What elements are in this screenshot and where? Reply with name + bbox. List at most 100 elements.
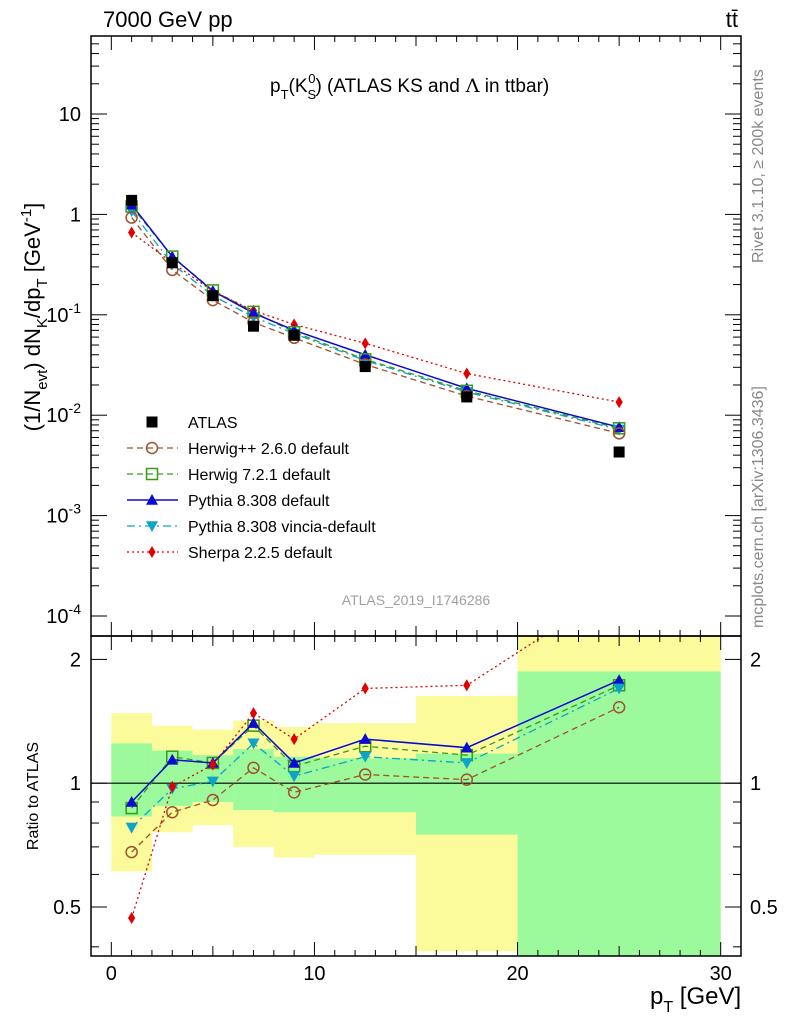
ratio-point-pythia-8-308-vincia-default bbox=[359, 751, 372, 763]
ratio-point-herwig-2-6-0-default bbox=[358, 768, 372, 781]
ratio-point-pythia-8-308-vincia-default bbox=[460, 758, 473, 769]
ratio-y-tick-label: 1 bbox=[70, 773, 81, 795]
y-tick-label: 1 bbox=[70, 204, 81, 226]
ratio-y-tick-label: 2 bbox=[70, 649, 81, 671]
main-y-axis-label: (1/Nevt) dNK/dpT [GeV-1] bbox=[18, 203, 51, 432]
ratio-y-tick-label: 0.5 bbox=[53, 897, 81, 919]
y-tick-label: 10-4 bbox=[46, 601, 81, 628]
legend-marker bbox=[146, 416, 158, 428]
ratio-line-pythia-8-308-default bbox=[131, 679, 620, 803]
process-label: tt̄ bbox=[726, 7, 738, 32]
main-line-herwig-7-2-1-default bbox=[131, 206, 620, 429]
ratio-point-pythia-8-308-default bbox=[460, 741, 473, 753]
legend-marker bbox=[148, 546, 156, 558]
ratio-point-herwig-2-6-0-default bbox=[612, 700, 626, 714]
legend-marker bbox=[146, 521, 158, 532]
x-tick-label: 30 bbox=[710, 963, 732, 985]
stat-uncertainty-band bbox=[233, 749, 274, 811]
ratio-point-herwig-2-6-0-default bbox=[287, 786, 301, 799]
legend-marker bbox=[145, 441, 159, 455]
legend-item: Pythia 8.308 default bbox=[127, 493, 330, 510]
legend: ATLAS Herwig++ 2.6.0 default Herwig 7.2.1 … bbox=[127, 415, 376, 562]
main-line-sherpa-2-2-5-default bbox=[131, 231, 620, 403]
main-point-atlas bbox=[207, 290, 219, 302]
legend-item: Herwig 7.2.1 default bbox=[127, 467, 331, 484]
legend-item: Pythia 8.308 vincia-default bbox=[127, 519, 376, 536]
ratio-point-herwig-2-6-0-default bbox=[206, 793, 220, 807]
y-tick-label: 10 bbox=[59, 104, 81, 126]
ratio-point-pythia-8-308-default bbox=[125, 796, 138, 807]
legend-item: Sherpa 2.2.5 default bbox=[127, 545, 333, 562]
ratio-point-herwig-2-6-0-default bbox=[247, 761, 260, 775]
ratio-point-pythia-8-308-vincia-default bbox=[288, 771, 301, 783]
main-point-atlas bbox=[248, 320, 259, 332]
x-tick-label: 10 bbox=[303, 963, 325, 985]
main-point-pythia-8-308-default bbox=[460, 382, 473, 394]
main-point-atlas bbox=[359, 361, 371, 373]
main-plot-title: pT(KS0) (ATLAS KS and Λ in ttbar) bbox=[270, 71, 549, 102]
main-point-atlas bbox=[613, 446, 625, 458]
legend-marker bbox=[145, 467, 159, 481]
ratio-y-tick-label-right: 1 bbox=[750, 773, 761, 795]
legend-item: ATLAS bbox=[146, 415, 238, 432]
legend-label: Sherpa 2.2.5 default bbox=[188, 545, 333, 562]
ratio-point-pythia-8-308-default bbox=[359, 733, 372, 744]
main-point-herwig-2-6-0-default bbox=[125, 211, 138, 224]
ratio-point-sherpa-2-2-5-default bbox=[209, 758, 217, 771]
legend-label: Pythia 8.308 vincia-default bbox=[188, 519, 376, 536]
ratio-uncertainty-bands bbox=[111, 636, 721, 956]
main-point-herwig-7-2-1-default bbox=[612, 422, 626, 435]
ratio-point-sherpa-2-2-5-default bbox=[249, 707, 258, 720]
main-line-pythia-8-308-vincia-default bbox=[131, 210, 620, 431]
ratio-point-pythia-8-308-vincia-default bbox=[125, 822, 138, 834]
main-line-herwig-2-6-0-default bbox=[131, 217, 620, 434]
main-point-sherpa-2-2-5-default bbox=[128, 226, 136, 239]
ratio-point-herwig-2-6-0-default bbox=[460, 773, 474, 786]
ratio-point-pythia-8-308-vincia-default bbox=[247, 738, 260, 750]
ratio-line-pythia-8-308-vincia-default bbox=[131, 687, 620, 829]
ratio-point-sherpa-2-2-5-default bbox=[128, 912, 136, 925]
rivet-version-label: Rivet 3.1.10, ≥ 200k events bbox=[750, 69, 767, 263]
main-point-sherpa-2-2-5-default bbox=[615, 396, 623, 409]
ratio-point-herwig-2-6-0-default bbox=[166, 805, 179, 819]
main-point-herwig-2-6-0-default bbox=[612, 427, 626, 440]
energy-label: 7000 GeV pp bbox=[103, 7, 233, 32]
ratio-point-herwig-2-6-0-default bbox=[125, 845, 138, 859]
x-tick-label: 0 bbox=[106, 963, 117, 985]
ratio-point-pythia-8-308-default bbox=[166, 753, 179, 765]
ratio-y-tick-label-right: 2 bbox=[750, 649, 761, 671]
y-tick-label: 10-3 bbox=[46, 501, 81, 528]
stat-uncertainty-band bbox=[517, 671, 721, 956]
ratio-point-sherpa-2-2-5-default bbox=[616, 581, 623, 593]
ratio-point-pythia-8-308-default bbox=[613, 674, 626, 686]
legend-label: ATLAS bbox=[188, 415, 238, 432]
ratio-point-pythia-8-308-default bbox=[288, 756, 301, 768]
main-point-pythia-8-308-default bbox=[247, 307, 260, 318]
analysis-id-label: ATLAS_2019_I1746286 bbox=[342, 592, 491, 608]
main-point-atlas bbox=[166, 257, 178, 269]
x-tick-label: 20 bbox=[506, 963, 528, 985]
main-point-sherpa-2-2-5-default bbox=[463, 367, 471, 380]
ratio-line-sherpa-2-2-5-default bbox=[131, 636, 545, 919]
ratio-point-pythia-8-308-vincia-default bbox=[206, 776, 219, 788]
main-line-pythia-8-308-default bbox=[131, 204, 620, 428]
main-point-atlas bbox=[126, 194, 138, 206]
ratio-series-group bbox=[125, 581, 626, 925]
ratio-y-tick-label-right: 0.5 bbox=[750, 897, 778, 919]
ratio-line-herwig-7-2-1-default bbox=[131, 684, 620, 809]
legend-label: Herwig 7.2.1 default bbox=[188, 467, 331, 484]
axes-group: 0 10 20 30 10-4 10-3 10-2 10-1 1 10 0.5 0.5 1 1 2 2 bbox=[46, 36, 778, 985]
mcplots-reference-label: mcplots.cern.ch [arXiv:1306.3436] bbox=[750, 386, 767, 628]
main-point-atlas bbox=[288, 329, 300, 341]
y-tick-label: 10-1 bbox=[46, 300, 81, 327]
ratio-point-pythia-8-308-vincia-default bbox=[613, 683, 626, 695]
ratio-point-sherpa-2-2-5-default bbox=[290, 733, 298, 746]
ratio-line-herwig-2-6-0-default bbox=[131, 706, 620, 853]
ratio-point-sherpa-2-2-5-default bbox=[168, 780, 176, 793]
stat-uncertainty-band bbox=[314, 758, 416, 813]
main-point-sherpa-2-2-5-default bbox=[361, 337, 369, 350]
x-axis-label: pT [GeV] bbox=[650, 983, 741, 1016]
y-tick-label: 10-2 bbox=[46, 400, 81, 427]
ratio-y-axis-label: Ratio to ATLAS bbox=[25, 742, 42, 850]
